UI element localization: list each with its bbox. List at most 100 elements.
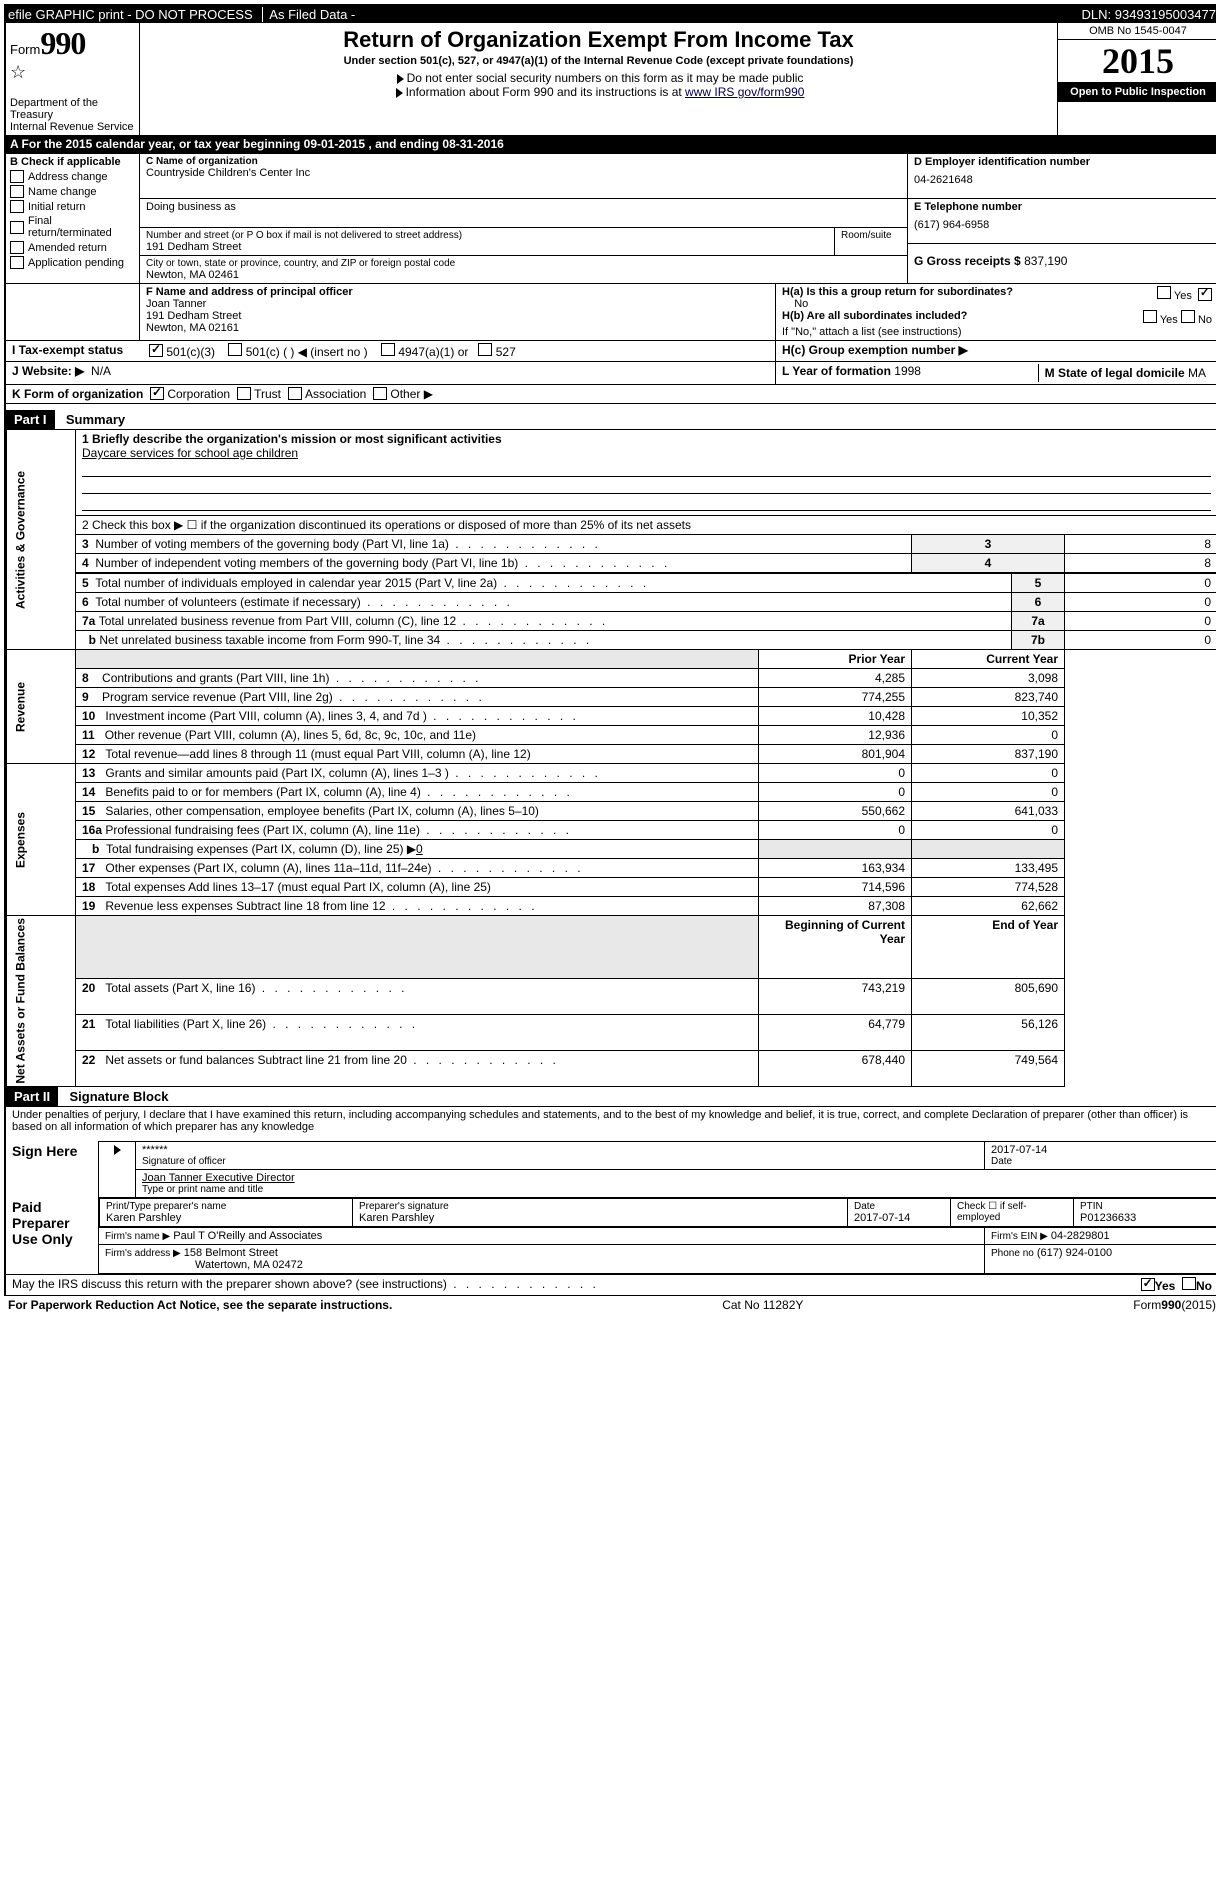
table-row: 5 Total number of individuals employed i… (76, 574, 1216, 593)
table-row: 4 Number of independent voting members o… (7, 554, 1216, 573)
dln-label: DLN: (1082, 7, 1112, 22)
checkbox-trust[interactable] (237, 387, 251, 400)
arrow-icon (114, 1145, 121, 1155)
l20-cy: 805,690 (912, 978, 1065, 1014)
l11-cy: 0 (912, 726, 1065, 745)
gross-value: 837,190 (1024, 254, 1067, 268)
ein-value: 04-2621648 (914, 174, 1212, 186)
cb-amend-label: Amended return (28, 242, 107, 254)
l4-key: 4 (912, 554, 1065, 573)
col-de: D Employer identification number 04-2621… (907, 154, 1216, 283)
paid-preparer: Paid Preparer Use Only (6, 1197, 99, 1273)
checkbox-initial[interactable] (10, 200, 24, 213)
l21-cy: 56,126 (912, 1014, 1065, 1050)
firm-name: Paul T O'Reilly and Associates (173, 1230, 322, 1242)
city-label: City or town, state or province, country… (146, 258, 901, 269)
checkbox-addr[interactable] (10, 170, 24, 183)
l16a-text: Professional fundraising fees (Part IX, … (105, 823, 420, 837)
table-row: 20 Total assets (Part X, line 16)743,219… (7, 978, 1216, 1014)
l6-key: 6 (1012, 593, 1065, 612)
l7a-text: Total unrelated business revenue from Pa… (99, 614, 457, 628)
l5-text: Total number of individuals employed in … (95, 576, 497, 590)
checkbox-app[interactable] (10, 256, 24, 269)
l16b-val: 0 (416, 842, 423, 856)
l8-py: 4,285 (759, 669, 912, 688)
l15-py: 550,662 (759, 802, 912, 821)
ha-label: H(a) Is this a group return for subordin… (782, 286, 1013, 298)
checkbox-4947[interactable] (381, 343, 395, 356)
cat-no: Cat No 11282Y (722, 1298, 803, 1312)
checkbox-other[interactable] (373, 387, 387, 400)
table-row: 9 Program service revenue (Part VIII, li… (7, 688, 1216, 707)
l13-py: 0 (759, 764, 912, 783)
checkbox-501c3[interactable] (149, 344, 163, 357)
checkbox-amended[interactable] (10, 241, 24, 254)
501c-label: 501(c) ( ) ◀ (insert no ) (246, 345, 368, 359)
l18-py: 714,596 (759, 878, 912, 897)
4947-label: 4947(a)(1) or (398, 345, 468, 359)
table-row: 8 Contributions and grants (Part VIII, l… (7, 669, 1216, 688)
l18-text: Total expenses Add lines 13–17 (must equ… (105, 880, 491, 894)
l12-py: 801,904 (759, 745, 912, 764)
l19-py: 87,308 (759, 897, 912, 916)
form-number: 990 (40, 25, 85, 61)
officer-addr2: Newton, MA 02161 (146, 322, 769, 334)
prep-sig: Karen Parshley (359, 1212, 841, 1224)
dln-value: 93493195003477 (1115, 7, 1216, 22)
form-label: Form (10, 42, 40, 57)
checkbox-ha-yes[interactable] (1157, 286, 1171, 299)
checkbox-discuss-yes[interactable] (1141, 1278, 1155, 1291)
omb-number: OMB No 1545-0047 (1058, 23, 1216, 40)
row-jk: J Website: ▶ N/A L Year of formation 199… (6, 361, 1216, 385)
hb-note: If "No," attach a list (see instructions… (782, 326, 1212, 338)
may-discuss-row: May the IRS discuss this return with the… (6, 1274, 1216, 1296)
l3-text: Number of voting members of the governin… (95, 537, 449, 551)
open-public: Open to Public Inspection (1058, 82, 1216, 102)
firm-phone-label: Phone no (991, 1248, 1034, 1259)
col-b: B Check if applicable Address change Nam… (6, 154, 140, 283)
discuss-yes: Yes (1155, 1279, 1176, 1293)
checkbox-hb-yes[interactable] (1143, 310, 1157, 323)
checkbox-final[interactable] (10, 221, 24, 234)
l20-py: 743,219 (759, 978, 912, 1014)
l4-text: Number of independent voting members of … (95, 556, 518, 570)
checkbox-ha-no[interactable] (1198, 288, 1212, 301)
ha-yes-label: Yes (1174, 290, 1192, 302)
l3-key: 3 (912, 535, 1065, 554)
checkbox-527[interactable] (478, 343, 492, 356)
l6-text: Total number of volunteers (estimate if … (95, 595, 360, 609)
m-value: MA (1188, 366, 1206, 380)
city-value: Newton, MA 02461 (146, 269, 901, 281)
checkbox-501c[interactable] (228, 343, 242, 356)
org-name: Countryside Children's Center Inc (146, 167, 901, 179)
l4-val: 8 (1065, 554, 1216, 573)
checkbox-assoc[interactable] (288, 387, 302, 400)
part-i-title: Summary (58, 412, 125, 427)
cb-init-label: Initial return (28, 201, 85, 213)
l10-cy: 10,352 (912, 707, 1065, 726)
subtitle-3a: Information about Form 990 and its instr… (406, 85, 685, 99)
table-row: 6 Total number of volunteers (estimate i… (76, 593, 1216, 612)
table-row: 3 Number of voting members of the govern… (7, 535, 1216, 554)
l9-text: Program service revenue (Part VIII, line… (102, 690, 333, 704)
asfiled-text: As Filed Data - (262, 7, 355, 22)
l14-py: 0 (759, 783, 912, 802)
checkbox-hb-no[interactable] (1181, 310, 1195, 323)
prep-date-label: Date (854, 1201, 944, 1212)
form-title: Return of Organization Exempt From Incom… (146, 27, 1051, 53)
checkbox-name[interactable] (10, 185, 24, 198)
ein-label: D Employer identification number (914, 156, 1212, 168)
checkbox-corp[interactable] (150, 387, 164, 400)
irs-link[interactable]: www IRS gov/form990 (685, 85, 804, 99)
officer-signed-name: Joan Tanner Executive Director (142, 1172, 1211, 1184)
l9-cy: 823,740 (912, 688, 1065, 707)
l15-text: Salaries, other compensation, employee b… (105, 804, 539, 818)
officer-addr1: 191 Dedham Street (146, 310, 769, 322)
l8-cy: 3,098 (912, 669, 1065, 688)
l18-cy: 774,528 (912, 878, 1065, 897)
table-row: 22 Net assets or fund balances Subtract … (7, 1050, 1216, 1086)
firm-addr2: Watertown, MA 02472 (195, 1259, 303, 1271)
street-value: 191 Dedham Street (146, 241, 828, 253)
signature-table: Sign Here ****** Signature of officer 20… (6, 1141, 1216, 1274)
checkbox-discuss-no[interactable] (1182, 1277, 1196, 1290)
